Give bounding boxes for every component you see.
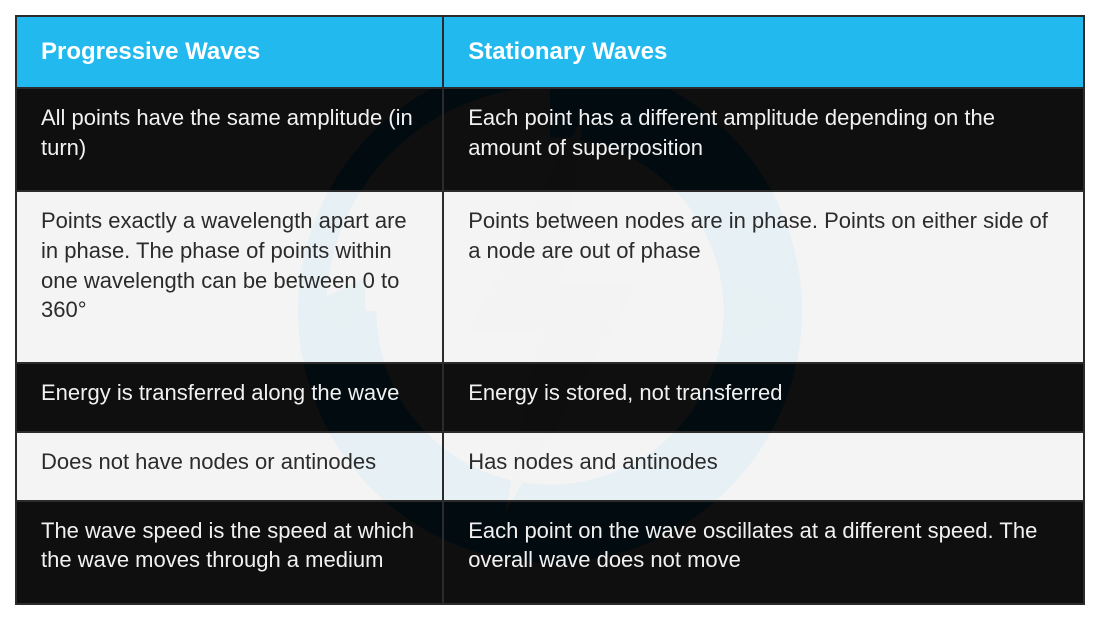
table-row: All points have the same amplitude (in t…	[16, 88, 1084, 191]
cell-stationary: Points between nodes are in phase. Point…	[443, 191, 1084, 363]
cell-progressive: Does not have nodes or antinodes	[16, 432, 443, 501]
cell-progressive: Points exactly a wavelength apart are in…	[16, 191, 443, 363]
cell-progressive: Energy is transferred along the wave	[16, 363, 443, 432]
column-header-progressive: Progressive Waves	[16, 16, 443, 88]
column-header-stationary: Stationary Waves	[443, 16, 1084, 88]
cell-stationary: Each point has a different amplitude dep…	[443, 88, 1084, 191]
table-row: Does not have nodes or antinodes Has nod…	[16, 432, 1084, 501]
cell-progressive: All points have the same amplitude (in t…	[16, 88, 443, 191]
comparison-table-canvas: Progressive Waves Stationary Waves All p…	[0, 0, 1100, 621]
cell-progressive: The wave speed is the speed at which the…	[16, 501, 443, 604]
cell-stationary: Has nodes and antinodes	[443, 432, 1084, 501]
table-row: The wave speed is the speed at which the…	[16, 501, 1084, 604]
table-row: Points exactly a wavelength apart are in…	[16, 191, 1084, 363]
table-header-row: Progressive Waves Stationary Waves	[16, 16, 1084, 88]
cell-stationary: Each point on the wave oscillates at a d…	[443, 501, 1084, 604]
table-row: Energy is transferred along the wave Ene…	[16, 363, 1084, 432]
waves-comparison-table: Progressive Waves Stationary Waves All p…	[15, 15, 1085, 605]
cell-stationary: Energy is stored, not transferred	[443, 363, 1084, 432]
